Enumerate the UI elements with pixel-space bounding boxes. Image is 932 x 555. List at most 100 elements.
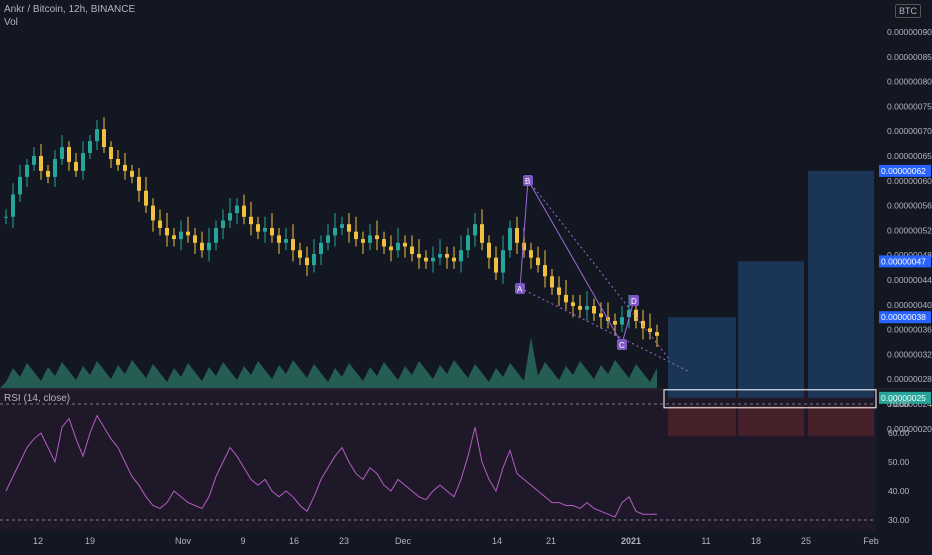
rsi-tick-label: 60.00 (888, 428, 910, 438)
candle-body (130, 170, 134, 177)
candle-body (144, 190, 148, 206)
candle-body (445, 253, 449, 258)
price-tick-label: 0.00000060 (887, 176, 932, 186)
candle-body (46, 170, 50, 177)
candle-body (641, 320, 645, 329)
candle-body (326, 235, 330, 243)
candle-body (53, 158, 57, 177)
x-tick-label: 21 (546, 536, 556, 546)
candle-body (522, 242, 526, 251)
price-tick-label: 0.00000075 (887, 101, 932, 111)
price-tick-label: 0.00000090 (887, 27, 932, 37)
candle-body (571, 302, 575, 307)
pattern-point-label: D (631, 297, 637, 306)
candle-body (634, 309, 638, 321)
harmonic-pattern (519, 178, 635, 346)
candle-body (151, 205, 155, 221)
target-zone (668, 317, 736, 398)
price-tick-label: 0.00000024 (887, 399, 932, 409)
candle-body (459, 250, 463, 262)
candle-body (557, 287, 561, 295)
candle-body (95, 129, 99, 142)
rsi-line (5, 414, 657, 518)
entry-box (663, 389, 877, 409)
candle-body (494, 257, 498, 273)
candle-body (508, 227, 512, 251)
price-tick-label: 0.00000065 (887, 151, 932, 161)
pattern-point-label: B (525, 177, 530, 186)
candle-body (221, 220, 225, 228)
candle-body (284, 239, 288, 243)
candle-body (235, 205, 239, 214)
rsi-label: RSI (14, close) (4, 393, 71, 404)
candle-body (529, 250, 533, 258)
candle-body (74, 161, 78, 171)
candle-body (256, 224, 260, 232)
price-highlight-label: 0.00000047 (881, 256, 926, 266)
price-highlight-label: 0.00000038 (881, 312, 926, 322)
stop-zone (668, 405, 736, 436)
x-tick-label: 2021 (621, 536, 641, 546)
price-tick-label: 0.00000020 (887, 424, 932, 434)
candle-body (578, 306, 582, 310)
price-tick-label: 0.00000056 (887, 201, 932, 211)
candle-body (613, 320, 617, 325)
candle-body (312, 253, 316, 266)
candle-body (536, 257, 540, 266)
price-tick-label: 0.00000085 (887, 52, 932, 62)
candle-body (116, 158, 120, 165)
price-highlight-label: 0.00000062 (881, 166, 926, 176)
price-tick-label: 0.00000036 (887, 325, 932, 335)
x-tick-label: 16 (289, 536, 299, 546)
price-tick-label: 0.00000032 (887, 349, 932, 359)
pattern-point-marker (515, 283, 525, 294)
pattern-point-label: C (619, 341, 625, 350)
candle-body (291, 239, 295, 251)
candle-body (137, 176, 141, 191)
candle-body (172, 235, 176, 240)
candle-body (543, 265, 547, 277)
x-tick-label: 19 (85, 536, 95, 546)
candle-body (592, 306, 596, 314)
price-tick-label: 0.00000040 (887, 300, 932, 310)
candle-body (375, 235, 379, 240)
candle-body (396, 242, 400, 251)
candle-body (417, 253, 421, 258)
candle-body (249, 216, 253, 225)
pattern-dotted-line (519, 287, 691, 373)
price-tick-label: 0.00000080 (887, 77, 932, 87)
candle-body (165, 227, 169, 236)
x-tick-label: 9 (240, 536, 245, 546)
pattern-dotted-line (527, 179, 671, 361)
rsi-tick-label: 70.00 (888, 399, 910, 409)
candle-body (109, 147, 113, 159)
candle-body (466, 235, 470, 251)
candle-body (305, 257, 309, 266)
candle-body (270, 227, 274, 236)
stop-zone (738, 405, 804, 436)
currency-badge[interactable]: BTC (895, 4, 921, 18)
candle-body (123, 164, 127, 171)
pattern-point-marker (523, 175, 533, 186)
rsi-tick-label: 50.00 (888, 457, 910, 467)
candle-body (263, 227, 267, 232)
target-zone (738, 261, 804, 398)
x-tick-label: 11 (701, 536, 710, 546)
candle-body (193, 235, 197, 243)
x-tick-label: 25 (801, 536, 811, 546)
candle-body (620, 317, 624, 325)
candle-body (361, 239, 365, 243)
price-highlight-badge (879, 311, 931, 324)
candle-body (39, 156, 43, 171)
stop-zone (808, 405, 874, 436)
candle-body (4, 216, 8, 218)
x-tick-label: Feb (863, 536, 879, 546)
price-highlight-badge (879, 164, 931, 177)
rsi-tick-label: 30.00 (888, 515, 910, 525)
candle-body (431, 257, 435, 262)
target-zone (808, 170, 874, 398)
candle-body (389, 246, 393, 251)
price-tick-label: 0.00000028 (887, 374, 932, 384)
x-tick-label: 12 (33, 536, 43, 546)
